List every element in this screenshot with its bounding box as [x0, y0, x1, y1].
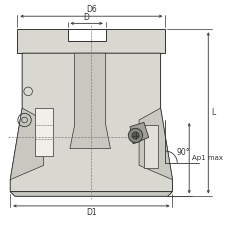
Circle shape [24, 87, 32, 96]
Circle shape [132, 132, 139, 139]
Polygon shape [10, 108, 44, 180]
Circle shape [128, 128, 143, 143]
Polygon shape [139, 108, 173, 180]
Text: 90°: 90° [176, 148, 190, 157]
Polygon shape [10, 53, 173, 192]
Polygon shape [130, 122, 149, 144]
Polygon shape [144, 125, 158, 168]
Text: D6: D6 [86, 5, 97, 14]
Text: Ap1 max: Ap1 max [192, 155, 223, 161]
Polygon shape [10, 192, 173, 196]
Text: L: L [211, 108, 215, 117]
Circle shape [22, 117, 27, 123]
Polygon shape [17, 29, 165, 53]
Polygon shape [67, 29, 106, 41]
Text: D1: D1 [86, 208, 97, 217]
Polygon shape [35, 108, 53, 156]
Polygon shape [70, 53, 110, 149]
Text: D: D [84, 13, 90, 22]
